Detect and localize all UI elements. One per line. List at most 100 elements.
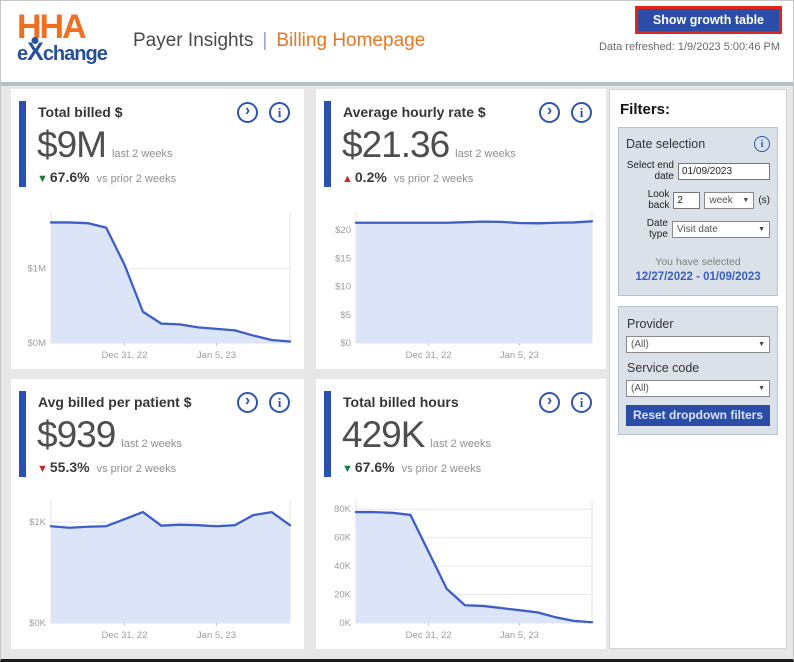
info-icon[interactable]: i [571,392,592,413]
kpi-card-total-billed: Total billed $ › i $9M last 2 weeks ▼ 67… [11,89,304,369]
service-code-dropdown[interactable]: (All) ▼ [626,380,770,397]
delta-triangle-icon: ▼ [37,173,48,185]
delta-note: vs prior 2 weeks [393,173,474,185]
card-accent-bar [19,101,26,187]
kpi-value-note: last 2 weeks [111,148,173,160]
expand-chevron-icon[interactable]: › [237,392,258,413]
caret-down-icon: ▼ [758,341,765,348]
card-title: Average hourly rate $ [343,104,486,120]
dropdown-filters-box: Provider (All) ▼ Service code (All) ▼ Re… [618,306,778,435]
card-title: Total billed $ [38,104,123,120]
expand-chevron-icon[interactable]: › [237,102,258,123]
page-subtitle: Billing Homepage [276,30,426,51]
delta-triangle-icon: ▼ [37,463,48,475]
delta-percent: 67.6% [354,459,395,475]
kpi-value-note: last 2 weeks [121,438,182,450]
caret-down-icon: ▼ [742,196,750,204]
svg-text:$1M: $1M [28,264,47,275]
date-type-dropdown[interactable]: Visit date ▼ [671,220,770,238]
filters-heading: Filters: [620,101,671,118]
delta-triangle-icon: ▲ [342,173,353,185]
kpi-value-note: last 2 weeks [430,438,491,450]
end-date-label: Select end date [626,160,674,182]
breadcrumb: Payer Insights | Billing Homepage [133,30,425,52]
delta-note: vs prior 2 weeks [96,173,177,185]
svg-text:Jan 5, 23: Jan 5, 23 [500,350,539,361]
look-back-unit-value: week [709,194,733,206]
trend-area-chart[interactable]: $20 $15 $10 $5 $0 Dec 31, 22 Jan 5, 23 [322,205,600,363]
look-back-unit-dropdown[interactable]: week ▼ [704,191,755,209]
logo-person-dot-icon [31,37,39,44]
svg-text:$0K: $0K [29,618,47,629]
date-type-label: Date type [646,218,668,240]
kpi-card-total-billed-hours: Total billed hours › i 429K last 2 weeks… [316,379,606,649]
expand-chevron-icon[interactable]: › [539,392,560,413]
delta-percent: 67.6% [49,169,90,185]
trend-area-chart[interactable]: $1M $0M Dec 31, 22 Jan 5, 23 [17,205,298,363]
card-accent-bar [324,391,331,477]
look-back-suffix: (s) [758,194,770,206]
info-icon[interactable]: i [269,392,290,413]
delta-percent: 0.2% [354,169,387,185]
svg-text:Dec 31, 22: Dec 31, 22 [102,350,148,361]
page-title: Payer Insights [133,30,254,51]
service-code-label: Service code [627,361,700,375]
date-type-value: Visit date [676,223,718,235]
svg-text:$10: $10 [335,282,351,293]
svg-text:$0M: $0M [28,338,47,349]
svg-text:$15: $15 [335,253,351,264]
card-title: Avg billed per patient $ [38,394,192,410]
provider-value: (All) [631,339,649,350]
date-selection-title: Date selection [626,137,706,151]
kpi-value: 429K [342,414,425,455]
svg-text:$0: $0 [340,338,351,349]
header: HHA e Xchange Payer Insights | Billing Ho… [1,1,793,82]
data-refreshed-timestamp: Data refreshed: 1/9/2023 5:00:46 PM [598,41,780,53]
service-code-value: (All) [631,383,649,394]
show-growth-table-button[interactable]: Show growth table [637,9,779,31]
svg-text:40K: 40K [334,561,352,572]
card-accent-bar [19,391,26,477]
svg-text:Jan 5, 23: Jan 5, 23 [197,350,236,361]
trend-area-chart[interactable]: 80K 60K 40K 20K 0K Dec 31, 22 Jan 5, 23 [322,493,600,643]
kpi-card-average-hourly-rate: Average hourly rate $ › i $21.36 last 2 … [316,89,606,369]
svg-text:Dec 31, 22: Dec 31, 22 [406,630,452,641]
delta-triangle-icon: ▼ [342,463,353,475]
selected-caption: You have selected [655,256,741,268]
delta-note: vs prior 2 weeks [401,463,482,475]
logo-text-exchange: e Xchange [17,37,108,66]
svg-text:Dec 31, 22: Dec 31, 22 [406,350,452,361]
info-icon[interactable]: i [269,102,290,123]
svg-text:Jan 5, 23: Jan 5, 23 [197,630,236,641]
expand-chevron-icon[interactable]: › [539,102,560,123]
kpi-value: $21.36 [342,124,450,165]
svg-text:$1K: $1K [29,517,47,528]
hha-exchange-logo: HHA e Xchange [17,8,108,66]
svg-text:Dec 31, 22: Dec 31, 22 [102,630,148,641]
date-selection-box: Date selection i Select end date Look ba… [618,127,778,296]
svg-text:$5: $5 [340,310,351,321]
card-accent-bar [324,101,331,187]
provider-dropdown[interactable]: (All) ▼ [626,336,770,353]
look-back-input[interactable] [673,191,701,209]
filters-panel: Filters: Date selection i Select end dat… [609,89,787,649]
info-icon[interactable]: i [571,102,592,123]
svg-text:$20: $20 [335,225,351,236]
svg-text:80K: 80K [334,504,352,515]
trend-area-chart[interactable]: $1K $0K Dec 31, 22 Jan 5, 23 [17,493,298,643]
kpi-value-note: last 2 weeks [455,148,516,160]
look-back-label: Look back [647,189,670,211]
card-title: Total billed hours [343,394,459,410]
caret-down-icon: ▼ [758,225,765,233]
dashboard-content: Total billed $ › i $9M last 2 weeks ▼ 67… [1,82,793,659]
delta-percent: 55.3% [49,459,90,475]
svg-text:Jan 5, 23: Jan 5, 23 [500,630,539,641]
kpi-value: $939 [37,414,116,455]
reset-dropdown-filters-button[interactable]: Reset dropdown filters [626,405,770,426]
svg-text:0K: 0K [339,618,351,629]
end-date-input[interactable] [678,162,770,180]
info-icon[interactable]: i [754,136,770,152]
logo-text-hha: HHA [17,8,87,46]
caret-down-icon: ▼ [758,385,765,392]
